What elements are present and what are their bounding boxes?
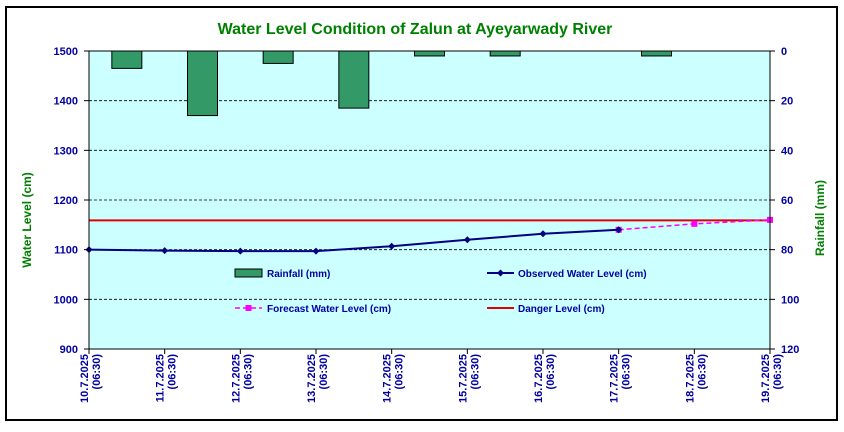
x-tick-label: 18.7.2025(06:30) [684, 354, 708, 403]
y-axis-label: Water Level (cm) [20, 172, 34, 268]
legend-rainfall-label: Rainfall (mm) [267, 269, 330, 280]
rainfall-bar [338, 50, 370, 109]
x-tick-label: 16.7.2025(06:30) [533, 354, 557, 403]
rainfall-bar [414, 50, 445, 57]
x-tick-label: 19.7.2025(06:30) [760, 354, 784, 403]
observed-point [388, 242, 396, 250]
y-tick-label: 1400 [54, 96, 78, 108]
y-tick-label: 1300 [54, 145, 78, 157]
legend-observed-marker [497, 269, 504, 277]
y-tick-label: 1100 [54, 245, 78, 257]
y2-tick-label: 120 [781, 344, 799, 356]
series-lines [85, 216, 773, 255]
axes: 900 1000 1100 1200 1300 1400 1500 0 20 40 60 80 100 1… [54, 46, 800, 403]
y-tick-label: 1500 [54, 46, 78, 58]
observed-point [615, 226, 623, 234]
y2-tick-label: 40 [781, 145, 793, 157]
legend-rainfall-swatch [234, 268, 263, 278]
legend-danger-label: Danger Level (cm) [518, 304, 605, 315]
observed-point [161, 247, 169, 255]
y2-tick-label: 0 [781, 46, 787, 58]
legend: Rainfall (mm) Observed Water Level (cm) … [234, 268, 647, 315]
forecast-point [691, 220, 698, 227]
observed-point [236, 247, 244, 255]
rainfall-bar [641, 50, 672, 57]
observed-point [312, 247, 320, 255]
rainfall-bars [111, 50, 672, 117]
y2-tick-label: 80 [781, 245, 793, 257]
y2-axis-label: Rainfall (mm) [813, 180, 827, 256]
y2-tick-label: 100 [781, 294, 799, 306]
observed-line [88, 228, 619, 253]
x-tick-label: 12.7.2025(06:30) [230, 354, 254, 403]
x-tick-label: 10.7.2025(06:30) [79, 354, 103, 403]
x-tick-label: 13.7.2025(06:30) [306, 354, 330, 403]
x-tick-label: 15.7.2025(06:30) [457, 354, 481, 403]
legend-forecast-label: Forecast Water Level (cm) [267, 304, 391, 315]
y-tick-label: 1000 [54, 294, 78, 306]
rainfall-bar [489, 50, 521, 57]
rainfall-bar [262, 50, 294, 64]
observed-point [463, 236, 471, 244]
y-tick-label: 900 [60, 344, 78, 356]
observed-point [539, 230, 547, 238]
legend-observed-label: Observed Water Level (cm) [518, 269, 647, 280]
rainfall-bar [111, 50, 143, 69]
y-tick-label: 1200 [54, 195, 78, 207]
y2-tick-label: 60 [781, 195, 793, 207]
legend-forecast-marker [245, 305, 252, 311]
x-tick-label: 17.7.2025(06:30) [609, 354, 633, 403]
plot-border [88, 50, 771, 350]
x-tick-label: 14.7.2025(06:30) [382, 354, 406, 403]
y2-tick-label: 20 [781, 96, 793, 108]
chart-title: Water Level Condition of Zalun at Ayeyar… [218, 21, 613, 38]
x-tick-label: 11.7.2025(06:30) [155, 354, 179, 403]
rainfall-bar [187, 50, 218, 117]
